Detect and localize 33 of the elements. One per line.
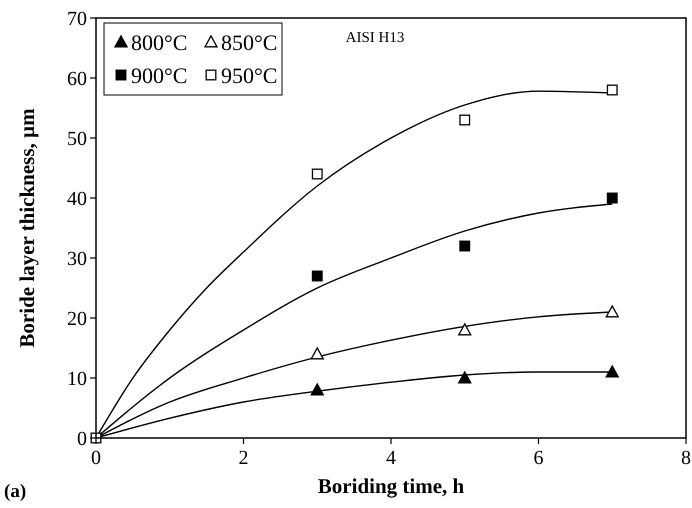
y-tick-label: 20	[67, 308, 87, 330]
x-tick-label: 6	[534, 447, 544, 469]
y-tick-label: 70	[67, 8, 87, 30]
annotation: AISI H13	[346, 30, 404, 46]
point	[606, 305, 619, 318]
y-tick-label: 10	[67, 368, 87, 390]
y-tick-label: 40	[67, 188, 87, 210]
y-tick-label: 30	[67, 248, 87, 270]
point	[606, 192, 618, 204]
y-tick-label: 0	[77, 428, 87, 450]
legend-label: 950°C	[221, 63, 278, 88]
legend-label: 800°C	[131, 30, 188, 55]
y-tick-label: 50	[67, 128, 87, 150]
text: (a)	[4, 481, 26, 502]
point	[459, 240, 470, 252]
legend-label: 850°C	[221, 30, 278, 55]
point	[312, 168, 323, 180]
point	[606, 365, 619, 378]
y-tick-label: 60	[67, 68, 87, 90]
point	[606, 84, 618, 96]
point	[459, 114, 470, 126]
x-tick-label: 4	[386, 447, 396, 469]
y-axis-title: Boride layer thickness, µm	[15, 108, 39, 348]
x-tick-label: 2	[238, 447, 248, 469]
point	[310, 347, 324, 360]
point	[458, 323, 472, 336]
point	[458, 371, 472, 384]
point	[312, 270, 323, 282]
x-axis-title: Boriding time, h	[318, 474, 465, 498]
x-tick-label: 0	[91, 447, 101, 469]
x-tick-label: 8	[681, 447, 691, 469]
point	[310, 383, 324, 396]
legend-label: 900°C	[131, 63, 188, 88]
